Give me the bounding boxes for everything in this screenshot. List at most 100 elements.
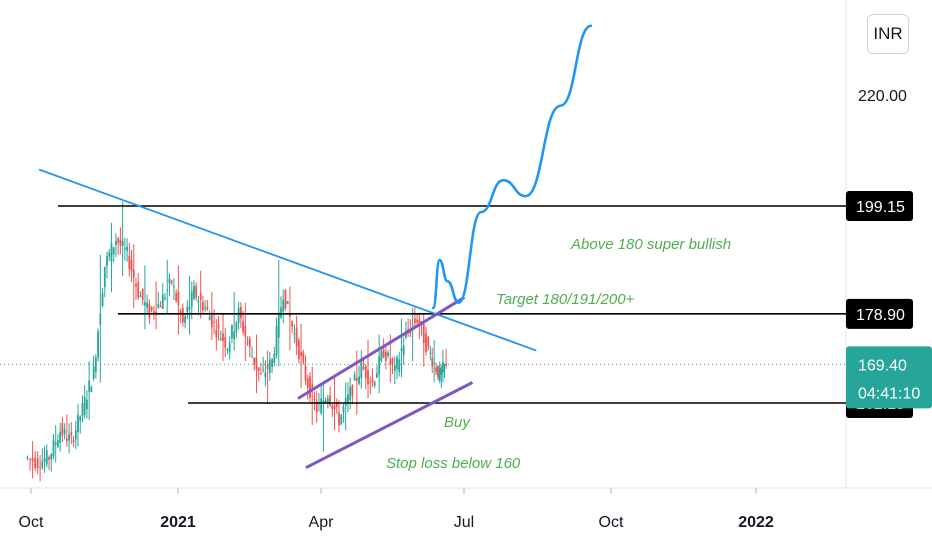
channel-lower-line[interactable]: [305, 381, 474, 470]
candle-body: [393, 364, 396, 372]
candle-body: [72, 440, 75, 443]
candle-body: [297, 339, 300, 360]
candle-body: [324, 400, 327, 402]
candle-body: [110, 243, 113, 262]
time-axis-label: 2021: [160, 514, 196, 531]
candle-body: [387, 352, 389, 356]
descending-trendline[interactable]: [38, 168, 537, 352]
currency-badge[interactable]: INR: [867, 14, 909, 54]
candle-body: [141, 288, 144, 301]
candle-body: [77, 414, 79, 433]
candle-body: [79, 416, 82, 421]
candle-body: [400, 348, 403, 352]
candle-body: [103, 266, 106, 288]
candle-body: [190, 291, 193, 307]
candle-body: [166, 289, 169, 291]
candle-body: [150, 306, 153, 311]
candle-body: [302, 352, 305, 363]
candle-body: [186, 307, 189, 313]
candle-body: [322, 400, 325, 404]
annotations: Above 180 super bullish Target 180/191/20…: [386, 236, 731, 472]
horizontal-levels[interactable]: [0, 205, 846, 404]
candle-body: [284, 289, 287, 309]
candle-body: [277, 312, 280, 338]
candle-body: [52, 440, 55, 456]
candle-body: [320, 398, 323, 414]
candle-body: [115, 240, 117, 246]
candle-body: [206, 306, 209, 310]
candle-body: [313, 398, 316, 400]
candle-body: [123, 248, 126, 250]
drawings[interactable]: [38, 24, 593, 470]
candle-body: [413, 318, 416, 324]
candle-body: [108, 252, 111, 257]
candle-body: [369, 382, 372, 384]
candle-body: [106, 256, 108, 267]
candle-body: [128, 255, 131, 269]
candle-body: [353, 374, 356, 381]
candle-body: [157, 303, 160, 308]
candle-body: [202, 302, 204, 311]
candle-body: [425, 333, 427, 352]
candle-body: [152, 311, 155, 314]
candle-body: [264, 372, 267, 378]
candle-body: [31, 457, 34, 462]
channel-upper-line[interactable]: [297, 296, 466, 400]
candle-body: [97, 331, 99, 358]
projected-path[interactable]: [431, 24, 593, 310]
candle-body: [355, 377, 358, 381]
candle-body: [445, 364, 448, 366]
candle-body: [65, 438, 68, 442]
candle-body: [260, 372, 262, 374]
candle-body: [427, 336, 430, 347]
annotation-text: Stop loss below 160: [386, 455, 521, 472]
candle-body: [418, 318, 421, 327]
candle-body: [442, 361, 444, 373]
candle-body: [237, 308, 240, 323]
candle-body: [195, 285, 198, 298]
candle-body: [68, 434, 70, 441]
candle-body: [48, 457, 50, 460]
candle-body: [112, 247, 115, 255]
candle-body: [36, 458, 39, 468]
time-axis[interactable]: Oct 2021 Apr Jul Oct 2022: [19, 488, 774, 531]
candle-body: [344, 397, 347, 406]
candle-body: [367, 370, 369, 385]
candle-body: [226, 349, 229, 351]
candle-body: [137, 281, 140, 298]
candle-body: [101, 293, 104, 306]
candle-body: [231, 325, 233, 339]
candle-body: [311, 384, 314, 389]
price-axis-label: 220.00: [858, 88, 907, 105]
candle-body: [144, 302, 146, 306]
candle-body: [422, 323, 425, 343]
candle-body: [146, 302, 149, 308]
candle-body: [121, 240, 124, 246]
candle-body: [217, 323, 220, 329]
candle-body: [402, 345, 405, 356]
candle-body: [271, 359, 273, 367]
candle-body: [130, 259, 133, 272]
candle-body: [29, 459, 31, 461]
candle-body: [391, 358, 394, 365]
candle-body: [193, 286, 195, 300]
candle-body: [39, 467, 41, 469]
candle-body: [309, 376, 311, 398]
candle-body: [438, 367, 441, 381]
candle-body: [222, 333, 224, 341]
candle-body: [181, 308, 184, 323]
candle-body: [179, 310, 182, 315]
candle-body: [291, 321, 294, 327]
candle-body: [275, 325, 278, 356]
time-axis-label: 2022: [738, 514, 774, 531]
candle-body: [378, 356, 381, 375]
candle-body: [347, 394, 349, 403]
candle-body: [81, 403, 84, 417]
candle-body: [233, 331, 236, 340]
candle-body: [371, 378, 374, 383]
countdown-label: 04:41:10: [858, 385, 920, 402]
candle-body: [197, 300, 200, 303]
candle-body: [351, 385, 354, 396]
